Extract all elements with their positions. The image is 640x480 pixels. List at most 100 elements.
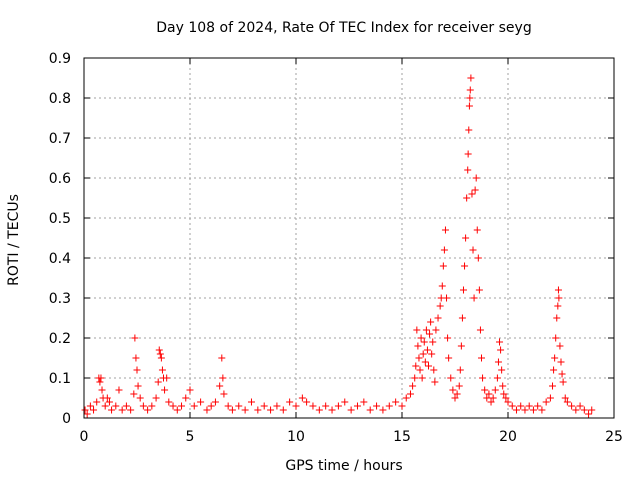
- data-point: [558, 370, 566, 378]
- data-point: [473, 226, 481, 234]
- data-point: [103, 394, 111, 402]
- data-point: [551, 354, 559, 362]
- data-point: [416, 366, 424, 374]
- data-point: [220, 390, 228, 398]
- data-point: [481, 386, 489, 394]
- data-point: [478, 354, 485, 362]
- data-point: [458, 314, 466, 322]
- data-point: [309, 402, 317, 410]
- data-point: [385, 402, 393, 410]
- data-point: [436, 302, 444, 310]
- data-point: [466, 86, 474, 94]
- data-point: [292, 402, 300, 410]
- data-point: [186, 386, 194, 394]
- axis-ticks: [83, 57, 615, 419]
- data-point: [182, 394, 190, 402]
- data-point: [462, 234, 470, 242]
- data-point: [163, 374, 171, 382]
- y-tick-label: 0.9: [49, 51, 71, 67]
- data-point: [152, 394, 160, 402]
- data-point: [273, 402, 281, 410]
- data-point: [97, 374, 105, 382]
- chart-title: Day 108 of 2024, Rate Of TEC Index for r…: [156, 20, 531, 36]
- data-point: [139, 402, 147, 410]
- data-point: [465, 102, 473, 110]
- data-point: [508, 402, 516, 410]
- x-tick-labels: 0 5 10 15 20 25: [80, 429, 623, 445]
- y-tick-label: 0.4: [49, 251, 71, 267]
- data-point: [241, 406, 249, 414]
- data-point: [493, 374, 501, 382]
- data-point: [432, 326, 440, 334]
- data-point: [105, 398, 113, 406]
- data-point: [471, 186, 479, 194]
- data-point: [440, 246, 448, 254]
- data-point: [173, 406, 181, 414]
- data-point: [414, 342, 422, 350]
- data-point: [494, 358, 502, 366]
- data-point: [347, 406, 355, 414]
- data-point: [538, 406, 546, 414]
- data-point: [554, 302, 562, 310]
- data-point: [479, 374, 487, 382]
- data-point: [219, 374, 227, 382]
- data-point: [457, 342, 465, 350]
- data-point: [497, 346, 505, 354]
- data-point: [90, 406, 98, 414]
- data-point: [127, 406, 135, 414]
- data-point: [580, 406, 588, 414]
- data-point: [434, 314, 442, 322]
- data-point: [496, 338, 504, 346]
- data-point: [489, 394, 497, 402]
- data-point: [131, 334, 139, 342]
- data-point: [485, 390, 493, 398]
- data-point: [576, 402, 584, 410]
- data-point: [549, 382, 557, 390]
- data-point: [422, 326, 430, 334]
- data-point: [465, 126, 473, 134]
- data-point: [500, 390, 508, 398]
- data-point: [431, 378, 439, 386]
- data-point: [556, 342, 564, 350]
- y-tick-label: 0.1: [49, 371, 71, 387]
- data-point: [517, 402, 525, 410]
- data-point: [561, 394, 569, 402]
- data-point: [542, 398, 550, 406]
- data-point: [464, 166, 472, 174]
- data-point: [115, 386, 123, 394]
- data-points: [81, 74, 596, 418]
- data-point: [502, 394, 510, 402]
- data-point: [402, 394, 410, 402]
- data-point: [161, 386, 169, 394]
- data-point: [134, 382, 142, 390]
- data-point: [83, 410, 91, 418]
- data-point: [334, 402, 342, 410]
- data-point: [557, 358, 565, 366]
- data-point: [466, 94, 474, 102]
- data-point: [81, 406, 89, 414]
- data-point: [98, 386, 106, 394]
- data-point: [467, 74, 475, 82]
- data-point: [474, 254, 482, 262]
- data-point: [546, 394, 554, 402]
- data-point: [108, 406, 116, 414]
- data-point: [353, 402, 361, 410]
- plot-frame: [83, 57, 615, 419]
- data-point: [444, 334, 452, 342]
- data-point: [132, 354, 140, 362]
- data-point: [585, 410, 593, 418]
- data-point: [504, 398, 512, 406]
- data-point: [413, 326, 421, 334]
- data-point: [96, 378, 104, 386]
- y-tick-labels: 0 0.1 0.2 0.3 0.4 0.5 0.6 0.7 0.8 0.9: [49, 51, 71, 427]
- data-point: [412, 362, 420, 370]
- data-point: [423, 346, 431, 354]
- data-point: [216, 382, 224, 390]
- grid-lines: [84, 58, 614, 418]
- data-point: [470, 294, 478, 302]
- data-point: [427, 318, 435, 326]
- y-tick-label: 0.8: [49, 91, 71, 107]
- data-point: [341, 398, 349, 406]
- data-point: [472, 174, 480, 182]
- y-axis-label: ROTI / TECUs: [6, 194, 22, 286]
